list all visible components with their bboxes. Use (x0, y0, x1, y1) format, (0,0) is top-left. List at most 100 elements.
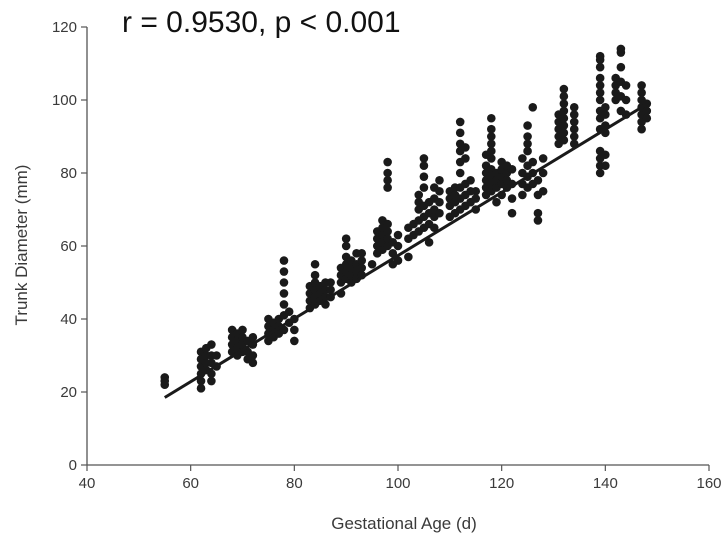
data-point (383, 219, 392, 229)
y-tick-label: 0 (69, 457, 77, 474)
y-tick-label: 80 (60, 165, 77, 182)
data-point (595, 95, 605, 105)
x-axis: 40 60 80 100 120 140 160 (79, 464, 722, 492)
data-point (383, 176, 392, 185)
data-point (279, 289, 289, 298)
data-point (357, 263, 367, 273)
data-point (290, 325, 299, 335)
data-point (419, 183, 429, 192)
data-point (487, 139, 496, 149)
data-point (523, 132, 532, 141)
data-point (595, 81, 605, 90)
data-point (538, 154, 548, 163)
data-point (455, 128, 465, 138)
data-point (569, 117, 579, 127)
correlation-annotation: r = 0.9530, p < 0.001 (122, 6, 401, 39)
x-tick-label: 80 (286, 475, 303, 492)
data-point (492, 197, 501, 207)
data-point (429, 223, 439, 233)
data-point (248, 332, 258, 342)
data-point (455, 168, 465, 178)
data-point (471, 186, 481, 196)
data-point (388, 249, 398, 258)
data-point (455, 117, 465, 127)
data-point (487, 124, 496, 134)
data-point (595, 88, 605, 97)
data-point (248, 358, 258, 368)
data-point (341, 234, 351, 243)
data-point (637, 124, 646, 134)
data-point (393, 241, 403, 251)
data-point (326, 285, 335, 295)
data-point (196, 384, 206, 393)
data-point (528, 157, 538, 167)
data-point (196, 376, 206, 386)
data-point (533, 208, 543, 218)
data-point (559, 121, 569, 130)
data-point (424, 238, 434, 247)
data-point (616, 44, 626, 54)
x-tick-label: 160 (696, 475, 721, 492)
data-point (435, 197, 444, 207)
x-tick-label: 100 (385, 475, 410, 492)
data-point (595, 73, 605, 83)
data-point (569, 124, 579, 134)
data-point (487, 154, 496, 163)
data-point (559, 113, 569, 123)
y-tick-label: 40 (60, 311, 77, 328)
data-point (601, 103, 610, 112)
data-point (538, 186, 548, 196)
data-point (357, 256, 367, 265)
data-point (559, 135, 569, 145)
data-point (569, 103, 579, 112)
data-point (383, 157, 392, 167)
data-point (367, 259, 377, 269)
data-point (621, 81, 631, 90)
data-point (538, 168, 548, 178)
data-point (471, 194, 481, 203)
y-tick-label: 120 (52, 19, 77, 36)
data-point (435, 208, 444, 218)
data-point (487, 113, 496, 123)
data-point (642, 99, 652, 108)
x-tick-label: 140 (593, 475, 618, 492)
data-points (160, 44, 652, 393)
data-point (279, 278, 289, 287)
data-point (642, 106, 652, 116)
data-point (435, 186, 444, 196)
data-point (595, 168, 605, 178)
data-point (207, 340, 216, 349)
x-tick-label: 40 (79, 475, 96, 492)
data-point (341, 241, 351, 251)
data-point (393, 230, 403, 240)
y-axis-label: Trunk Diameter (mm) (12, 165, 31, 326)
y-tick-label: 60 (60, 238, 77, 255)
data-point (507, 194, 517, 203)
data-point (310, 270, 320, 280)
data-point (279, 300, 289, 309)
data-point (466, 176, 475, 185)
data-point (310, 259, 320, 269)
data-point (559, 106, 569, 116)
data-point (284, 307, 294, 317)
data-point (518, 154, 527, 163)
data-point (523, 121, 532, 130)
data-point (383, 168, 392, 178)
data-point (569, 110, 579, 119)
data-point (461, 143, 470, 152)
data-point (419, 172, 429, 181)
data-point (326, 278, 335, 287)
y-axis: 0 20 40 60 80 100 120 (52, 19, 88, 474)
x-tick-label: 60 (182, 475, 199, 492)
data-point (357, 249, 367, 258)
data-point (621, 95, 631, 105)
x-tick-label: 120 (489, 475, 514, 492)
data-point (279, 267, 289, 276)
data-point (523, 146, 532, 156)
data-point (601, 110, 610, 119)
data-point (559, 92, 569, 101)
data-point (383, 183, 392, 192)
data-point (569, 132, 579, 141)
data-point (487, 146, 496, 156)
